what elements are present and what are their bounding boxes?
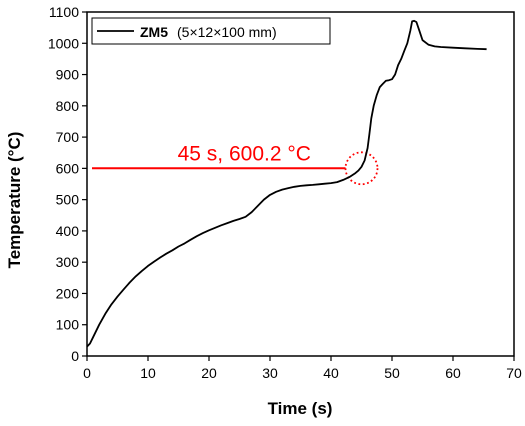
- y-tick-label: 300: [56, 254, 80, 270]
- y-tick-label: 500: [56, 192, 80, 208]
- y-tick-label: 900: [56, 67, 80, 83]
- x-tick-label: 40: [323, 365, 339, 381]
- annotation-layer: 45 s, 600.2 °C: [92, 142, 379, 186]
- plot-frame: [86, 11, 515, 357]
- x-tick-label: 10: [140, 365, 156, 381]
- legend: ZM5 (5×12×100 mm): [91, 17, 331, 45]
- y-tick-label: 400: [56, 223, 80, 239]
- legend-label-rest: (5×12×100 mm): [177, 24, 277, 40]
- x-axis-ticks: 0 10 20 30 40 50 60 70: [83, 356, 522, 381]
- x-tick-label: 20: [201, 365, 217, 381]
- annotation-label: 45 s, 600.2 °C: [178, 142, 311, 165]
- svg-text:ZM5 (5×12×100 mm): ZM5 (5×12×100 mm): [140, 24, 277, 41]
- y-tick-label: 700: [56, 129, 80, 145]
- y-tick-label: 100: [56, 317, 80, 333]
- x-axis-title: Time (s): [268, 399, 333, 418]
- y-axis-ticks: 0 100 200 300 400 500 600 700 800 900 1000 1100: [48, 4, 87, 364]
- y-tick-label: 1100: [49, 4, 79, 20]
- y-tick-label: 200: [56, 285, 80, 301]
- y-tick-label: 0: [71, 348, 79, 364]
- x-tick-label: 70: [506, 365, 522, 381]
- y-tick-label: 800: [56, 98, 80, 114]
- y-axis-title: Temperature (°C): [5, 132, 24, 269]
- x-tick-label: 0: [83, 365, 91, 381]
- annotation-marker-circle: [344, 151, 379, 186]
- x-tick-label: 60: [445, 365, 461, 381]
- y-tick-label: 600: [56, 160, 80, 176]
- y-tick-label: 1000: [48, 35, 79, 51]
- series-line-zm5: [86, 19, 487, 348]
- legend-label-bold: ZM5: [140, 24, 168, 40]
- x-tick-label: 50: [384, 365, 400, 381]
- x-tick-label: 30: [262, 365, 278, 381]
